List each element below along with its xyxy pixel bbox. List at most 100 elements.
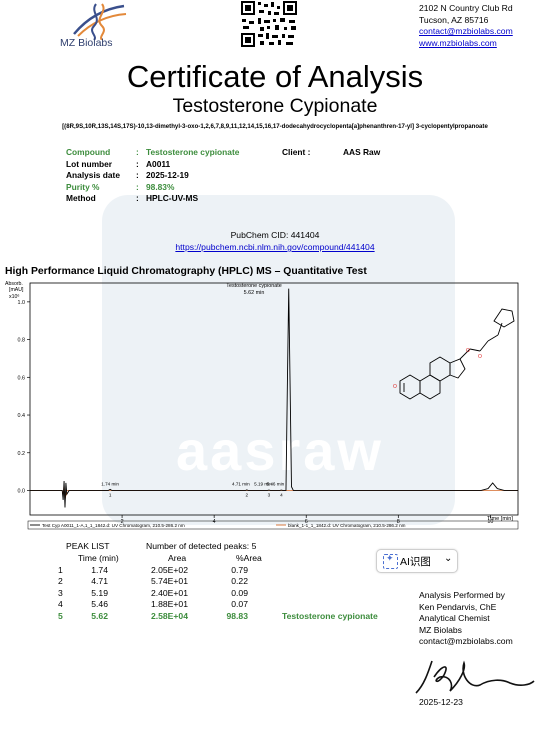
peak-cell-pct: 0.22 xyxy=(231,576,248,587)
molecule-structure-drawing xyxy=(399,308,515,400)
address-line-2: Tucson, AZ 85716 xyxy=(419,14,489,25)
separator: : xyxy=(136,147,139,157)
signature-date: 2025-12-23 xyxy=(419,697,463,707)
peak-label: 5.46 min xyxy=(267,481,285,486)
peak-cell-time: 5.19 xyxy=(91,587,108,598)
peak-row: 3 5.19 2.40E+01 0.09 xyxy=(58,588,398,599)
svg-text:O: O xyxy=(393,384,397,390)
date-value: 2025-12-19 xyxy=(146,170,189,180)
pubchem-cid: PubChem CID: 441404 xyxy=(230,230,320,240)
plot-frame xyxy=(29,282,519,516)
separator: : xyxy=(136,193,139,203)
peak-row: 2 4.71 5.74E+01 0.22 xyxy=(58,576,398,587)
peak-cell-n: 1 xyxy=(58,565,63,575)
ai-image-recognition-button[interactable]: ✦ AI识图 ⌄ xyxy=(376,549,458,573)
molecule-heteroatoms: O O O xyxy=(393,348,482,390)
legend-label-test-cyp: Test Cyp A0011_1-A,1_1_1842.d: UV Chroma… xyxy=(42,523,185,528)
pubchem-link[interactable]: https://pubchem.ncbi.nlm.nih.gov/compoun… xyxy=(175,242,375,252)
col-header-area: Area xyxy=(168,553,187,563)
separator: : xyxy=(136,158,139,169)
x-tick-label: 2 xyxy=(121,519,124,525)
method-label: Method xyxy=(66,193,96,203)
peak-cell-name: Testosterone cypionate xyxy=(282,610,378,621)
x-tick-label: 6 xyxy=(305,519,308,525)
compound-value: Testosterone cypionate xyxy=(146,147,240,157)
y-tick-label: 0.2 xyxy=(18,451,26,457)
svg-text:O: O xyxy=(478,354,482,360)
iupac-name: [(8R,9S,10R,13S,14S,17S)-10,13-dimethyl-… xyxy=(62,123,488,130)
analyst-block: Analysis Performed by Ken Pendarvis, ChE… xyxy=(419,590,513,648)
x-tick-label: 10 xyxy=(487,519,493,525)
y-tick-label: 0.4 xyxy=(18,413,26,419)
peak-number: 1 xyxy=(109,492,112,497)
peak-cell-pct: 0.07 xyxy=(231,599,248,610)
lot-label: Lot number xyxy=(66,158,113,169)
detected-peaks: Number of detected peaks: 5 xyxy=(146,541,257,551)
y-axis-label-line2: [mAU] xyxy=(9,287,24,293)
main-peak-time: 5.62 min xyxy=(244,290,265,296)
address-line-1: 2102 N Country Club Rd xyxy=(419,3,513,13)
y-tick-label: 0.6 xyxy=(18,375,26,381)
separator: : xyxy=(136,170,139,180)
peak-cell-area: 2.05E+02 xyxy=(150,565,188,575)
peak-list-table: 1 1.74 2.05E+02 0.79 2 4.71 5.74E+01 0.22 3 5.19 2… xyxy=(58,565,398,622)
info-labels: Compound Lot number Analysis date Purity… xyxy=(66,147,120,205)
peak-cell-n: 3 xyxy=(58,587,63,598)
x-tick-label: 8 xyxy=(397,519,400,525)
peak-cell-area: 1.88E+01 xyxy=(150,599,188,610)
info-separators: : : : : : xyxy=(136,147,139,205)
peak-cell-n: 4 xyxy=(58,599,63,610)
peak-number: 2 xyxy=(246,492,249,497)
separator: : xyxy=(136,181,139,192)
series-line-blank xyxy=(30,484,518,500)
website-link[interactable]: www.mzbiolabs.com xyxy=(419,37,497,48)
peak-cell-pct: 98.83 xyxy=(226,610,248,621)
analyst-org: MZ Biolabs xyxy=(419,624,462,635)
pubchem-block: PubChem CID: 441404 https://pubchem.ncbi… xyxy=(0,229,550,253)
peak-label: 4.71 min xyxy=(232,481,250,486)
purity-label: Purity % xyxy=(66,181,100,192)
peak-cell-time: 5.46 xyxy=(91,599,108,610)
handwritten-signature xyxy=(415,660,535,694)
x-axis-label: Time [min] xyxy=(487,516,513,522)
peak-number: 3 xyxy=(268,492,271,497)
y-axis-label-line3: x10⁶ xyxy=(9,294,20,300)
legend-box xyxy=(27,520,519,530)
peak-label: 5.19 min xyxy=(254,481,272,486)
client-value: AAS Raw xyxy=(343,147,381,157)
watermark-text: aasraw xyxy=(176,419,384,482)
sparkle-icon: ✦ xyxy=(383,553,398,569)
company-name: MZ Biolabs xyxy=(60,37,113,49)
lot-value: A0011 xyxy=(146,158,171,169)
page-title: Certificate of Analysis xyxy=(126,59,424,94)
qr-code xyxy=(240,0,298,48)
page-subtitle: Testosterone Cypionate xyxy=(172,95,378,117)
company-address: 2102 N Country Club Rd Tucson, AZ 85716 … xyxy=(419,3,513,49)
watermark-background xyxy=(102,195,455,525)
contact-email-link[interactable]: contact@mzbiolabs.com xyxy=(419,26,513,37)
peak-label: 1.74 min xyxy=(101,481,119,486)
method-value: HPLC-UV-MS xyxy=(146,193,199,203)
peak-cell-pct: 0.09 xyxy=(231,587,248,598)
peak-row: 1 1.74 2.05E+02 0.79 xyxy=(58,565,398,576)
x-tick-label: 4 xyxy=(213,519,216,525)
peak-cell-area: 2.40E+01 xyxy=(150,587,188,598)
compound-label: Compound xyxy=(66,147,111,157)
mz-biolabs-logo xyxy=(73,3,127,40)
peak-cell-time: 5.62 xyxy=(91,610,108,621)
analysis-performed-by: Analysis Performed by xyxy=(419,590,505,600)
analyst-email: contact@mzbiolabs.com xyxy=(419,636,513,647)
hplc-section-title: High Performance Liquid Chromatography (… xyxy=(5,266,367,277)
hplc-chromatogram: Absorb. [mAU] x10⁶ Time [min] Testostero… xyxy=(5,281,519,530)
peak-row: 5 5.62 2.58E+04 98.83 Testosterone cypionate xyxy=(58,611,398,622)
date-label: Analysis date xyxy=(66,170,120,180)
purity-value: 98.83% xyxy=(146,181,175,192)
peak-cell-area: 5.74E+01 xyxy=(150,576,188,587)
y-tick-label: 0.0 xyxy=(18,488,26,494)
peak-row: 4 5.46 1.88E+01 0.07 xyxy=(58,599,398,610)
col-header-time: Time (min) xyxy=(78,553,119,563)
y-tick-label: 0.8 xyxy=(18,338,26,344)
legend-label-blank: blank_1-1_1_1842.d: UV Chromatogram, 210… xyxy=(288,523,406,528)
y-axis-label-line1: Absorb. xyxy=(5,281,23,287)
peak-cell-time: 1.74 xyxy=(91,565,108,575)
